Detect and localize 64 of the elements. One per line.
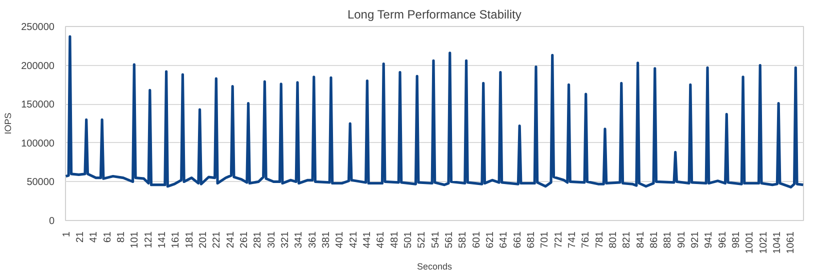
x-tick-label: 421 [348, 231, 360, 248]
x-tick-label: 341 [294, 231, 305, 248]
x-tick-label: 841 [635, 231, 646, 248]
x-tick-label: 701 [540, 231, 551, 248]
x-tick-label: 221 [212, 231, 223, 248]
x-tick-label: 741 [567, 231, 578, 248]
x-tick-label: 181 [184, 231, 196, 248]
x-tick-label: 321 [280, 231, 292, 248]
x-axis-title: Seconds [416, 262, 453, 272]
x-tick-label: 1021 [758, 231, 770, 254]
x-tick-label: 981 [731, 231, 742, 248]
x-tick-label: 901 [676, 231, 688, 248]
y-axis-title: IOPS [3, 112, 14, 134]
x-tick-label: 1 [61, 231, 72, 238]
y-tick-label: 100000 [21, 138, 55, 150]
x-tick-label: 121 [143, 231, 154, 248]
x-tick-label: 481 [389, 231, 400, 248]
x-tick-label: 601 [471, 231, 482, 248]
x-tick-label: 501 [403, 231, 414, 248]
x-tick-label: 261 [239, 231, 250, 248]
y-tick-label: 50000 [26, 177, 55, 188]
x-tick-label: 861 [649, 231, 660, 248]
y-tick-label: 200000 [21, 60, 55, 72]
x-tick-label: 641 [498, 231, 510, 248]
x-tick-label: 821 [622, 231, 633, 248]
x-tick-label: 681 [526, 231, 538, 248]
x-tick-label: 1061 [786, 231, 797, 254]
x-tick-label: 881 [662, 231, 674, 248]
x-tick-label: 581 [458, 231, 469, 248]
x-tick-label: 621 [485, 231, 496, 248]
x-tick-label: 41 [88, 231, 100, 243]
x-tick-label: 201 [198, 231, 210, 248]
x-tick-label: 141 [157, 231, 168, 248]
x-tick-label: 281 [252, 231, 264, 248]
x-tick-label: 161 [170, 231, 182, 248]
line-series [66, 35, 804, 188]
x-tick-label: 941 [704, 231, 715, 248]
chart-title: Long Term Performance Stability [347, 8, 522, 22]
x-tick-label: 921 [690, 231, 702, 248]
x-tick-label: 721 [553, 231, 564, 248]
y-tick-label: 250000 [21, 22, 55, 33]
x-tick-label: 461 [376, 231, 387, 248]
x-tick-label: 521 [416, 231, 428, 248]
y-tick-label: 150000 [21, 100, 55, 111]
x-tick-label: 541 [430, 231, 442, 248]
x-tick-label: 781 [594, 231, 606, 248]
x-tick-label: 81 [116, 231, 128, 243]
x-tick-label: 561 [444, 231, 456, 248]
x-tick-label: 441 [362, 231, 374, 248]
x-tick-label: 61 [102, 231, 114, 243]
x-tick-label: 1001 [744, 231, 756, 254]
x-tick-label: 801 [608, 231, 620, 248]
x-tick-label: 661 [512, 231, 524, 248]
x-tick-label: 301 [266, 231, 278, 248]
x-tick-label: 381 [321, 231, 332, 248]
x-tick-label: 241 [225, 231, 236, 248]
x-tick-label: 361 [307, 231, 318, 248]
x-tick-label: 1041 [772, 231, 784, 254]
y-tick-label: 0 [48, 216, 55, 227]
x-tick-label: 401 [334, 231, 346, 248]
x-tick-label: 101 [130, 231, 141, 248]
x-tick-label: 961 [717, 231, 728, 248]
x-tick-label: 21 [75, 231, 86, 243]
x-tick-label: 761 [580, 231, 592, 248]
